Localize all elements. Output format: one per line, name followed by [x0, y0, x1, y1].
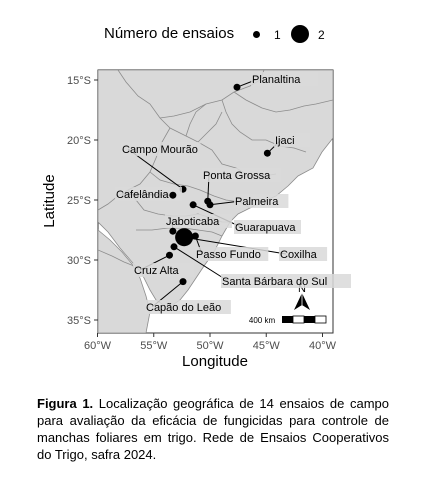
x-tick-label: 60°W [84, 340, 112, 352]
site-label-bg [202, 168, 282, 182]
axes-layer: 60°W 55°W 50°W 45°W 40°W 15°S 20°S 25°S 30°S 35°S [67, 75, 337, 352]
legend-dot-2 [291, 25, 309, 43]
x-axis-title: Longitude [182, 353, 248, 370]
x-tick-label: 50°W [196, 340, 224, 352]
site-label-bg [121, 142, 201, 156]
site-point [166, 251, 173, 259]
caption-label: Figura 1. [37, 396, 94, 411]
site-point [233, 83, 241, 91]
y-tick-label: 30°S [67, 255, 91, 267]
legend-title: Número de ensaios [104, 25, 235, 42]
north-label: N [298, 283, 306, 295]
site-label: Planaltina [252, 74, 301, 86]
site-leader-line [184, 236, 287, 255]
site-point [206, 201, 214, 209]
site-point [263, 149, 271, 157]
x-tick-label: 40°W [309, 340, 337, 352]
map-legend: Número de ensaios 1 2 [0, 18, 424, 48]
site-label-bg [195, 247, 269, 261]
legend-label-1: 1 [274, 28, 281, 42]
legend-dot-1 [253, 31, 260, 38]
site-label-bg [234, 220, 301, 234]
figure-caption: Figura 1. Localização geográfica de 14 e… [37, 395, 389, 463]
y-tick-label: 20°S [67, 135, 91, 147]
site-label: Cruz Alta [134, 265, 180, 277]
site-label-bg [274, 133, 310, 147]
site-label-bg [145, 300, 231, 314]
site-label: Campo Mourão [122, 144, 198, 156]
site-label: Coxilha [280, 249, 318, 261]
map-figure: 60°W 55°W 50°W 45°W 40°W 15°S 20°S 25°S 30°S 35°S… [41, 69, 351, 370]
y-tick-label: 35°S [67, 315, 91, 327]
site-leader-line [173, 246, 229, 282]
site-label-bg [115, 187, 182, 201]
y-axis-title: Latitude [41, 174, 58, 227]
site-point [191, 232, 199, 240]
site-label-bg [234, 194, 289, 208]
site-label-bg [165, 214, 232, 228]
site-point [179, 278, 187, 286]
site-point [169, 191, 177, 199]
site-label: Passo Fundo [196, 249, 261, 261]
site-point [175, 228, 194, 247]
site-label: Palmeira [235, 196, 279, 208]
site-point [170, 243, 178, 251]
x-tick-label: 45°W [253, 340, 281, 352]
site-label: Ponta Grossa [203, 170, 271, 182]
site-label-bg [251, 72, 318, 86]
y-tick-label: 25°S [67, 195, 91, 207]
site-label: Guarapuava [235, 222, 296, 234]
site-label-bg [279, 247, 328, 261]
site-point [169, 227, 177, 235]
site-label-bg [133, 263, 194, 277]
site-label: Ijaci [275, 135, 295, 147]
site-label-bg [221, 274, 351, 288]
site-label: Santa Bárbara do Sul [222, 276, 327, 288]
site-label: Capão do Leão [146, 302, 221, 314]
site-label: Jaboticaba [166, 216, 220, 228]
x-tick-label: 55°W [140, 340, 168, 352]
legend-label-2: 2 [318, 28, 325, 42]
y-tick-label: 15°S [67, 75, 91, 87]
scale-bar: 400 km [249, 315, 327, 325]
north-arrow: N [294, 283, 310, 310]
caption-text: Localização geográfica de 14 ensaios de … [37, 396, 389, 462]
site-label: Cafelândia [116, 189, 169, 201]
site-point [189, 201, 197, 209]
scale-bar-label: 400 km [249, 316, 276, 325]
